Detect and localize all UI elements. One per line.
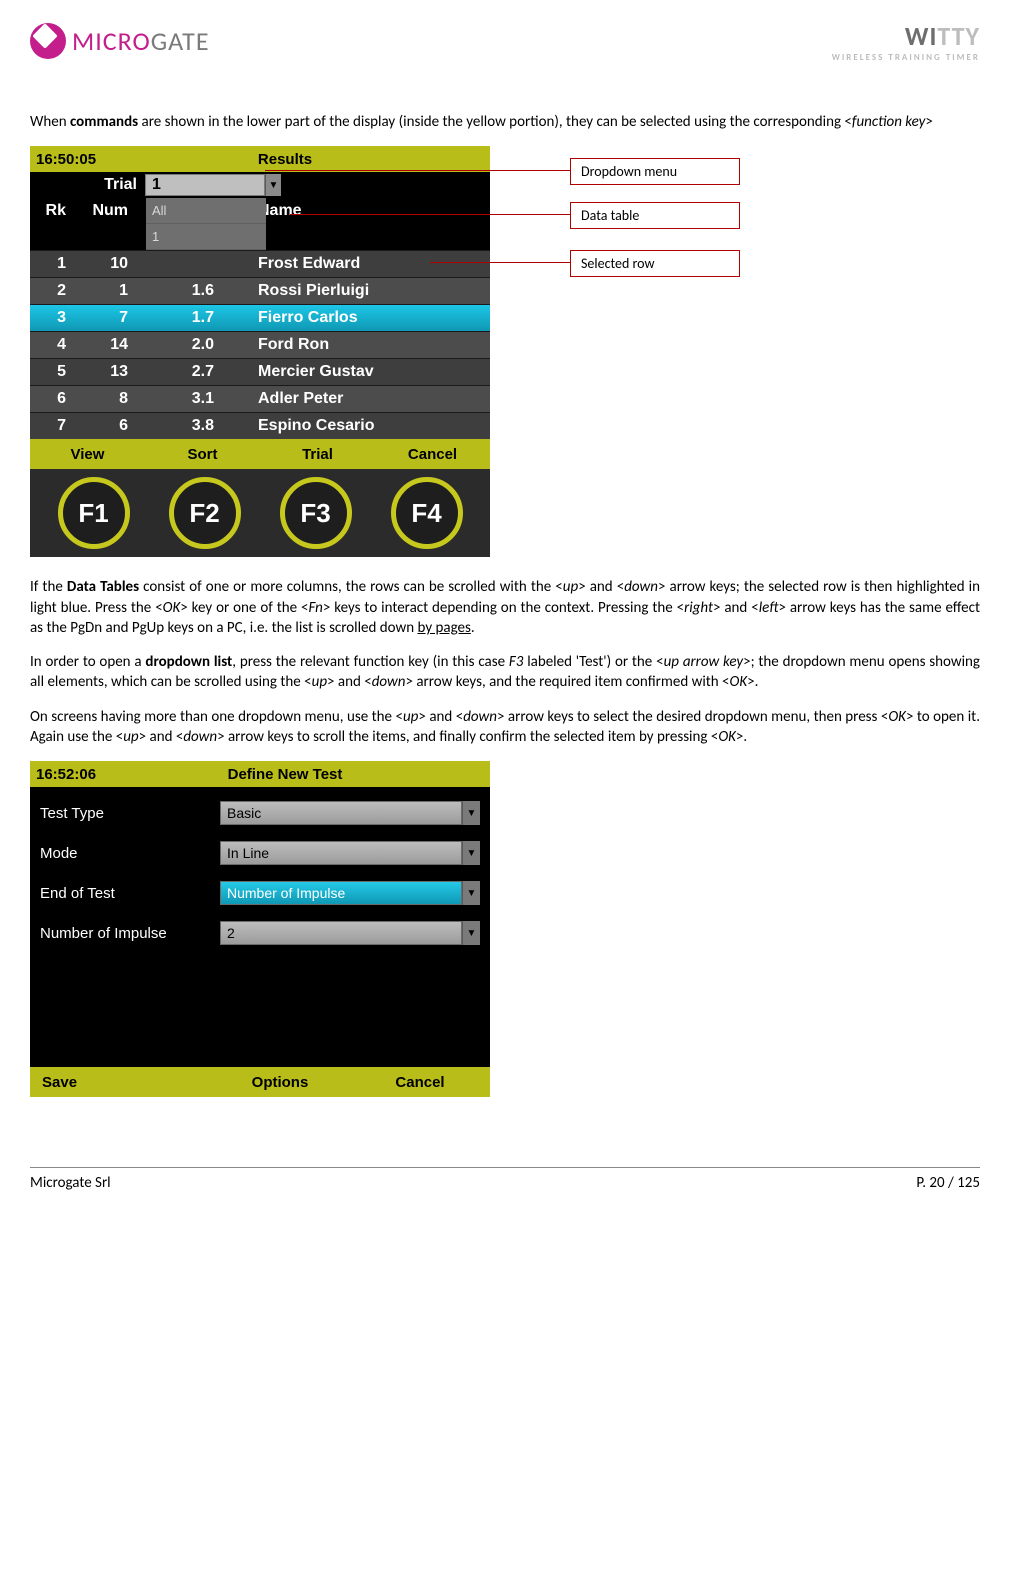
- logo-microgate: MICROGATE: [30, 21, 210, 61]
- data-table[interactable]: 110Frost Edward211.6Rossi Pierluigi371.7…: [30, 250, 490, 439]
- paragraph-multidropdown: On screens having more than one dropdown…: [30, 707, 980, 748]
- footer-page: P. 20 / 125: [916, 1174, 980, 1192]
- dropdown-option[interactable]: All: [146, 198, 266, 224]
- paragraph-dropdown: In order to open a dropdown list, press …: [30, 652, 980, 693]
- callout-datatable: Data table: [570, 202, 740, 229]
- intro-paragraph: When commands are shown in the lower par…: [30, 112, 980, 132]
- device-screen-results: 16:50:05 Results Trial 1 ▼ Rk Num Name A…: [30, 146, 490, 557]
- chevron-down-icon[interactable]: ▼: [265, 174, 281, 196]
- cmd-cancel[interactable]: Cancel: [350, 1074, 490, 1091]
- figure-results: 16:50:05 Results Trial 1 ▼ Rk Num Name A…: [30, 146, 980, 557]
- status-bar: 16:52:06 Define New Test: [30, 761, 490, 787]
- table-row[interactable]: 110Frost Edward: [30, 250, 490, 277]
- col-name: Name: [228, 202, 490, 220]
- microgate-text: MICROGATE: [72, 25, 210, 57]
- table-row[interactable]: 683.1Adler Peter: [30, 385, 490, 412]
- paragraph-datatables: If the Data Tables consist of one or mor…: [30, 577, 980, 638]
- form-label: End of Test: [40, 885, 220, 902]
- form-dropdown[interactable]: Number of Impulse: [220, 881, 462, 905]
- screen-title: Results: [146, 151, 424, 168]
- cmd-view[interactable]: View: [30, 446, 145, 463]
- witty-text: WITTY: [832, 20, 980, 52]
- dropdown-overlay: Rk Num Name All 1: [30, 198, 490, 250]
- chevron-down-icon[interactable]: ▼: [462, 881, 480, 905]
- chevron-down-icon[interactable]: ▼: [462, 841, 480, 865]
- fn-key-f3[interactable]: F3: [280, 477, 352, 549]
- p1-italic: function key: [852, 113, 926, 131]
- witty-tagline: WIRELESS TRAINING TIMER: [832, 52, 980, 63]
- p1-post: are shown in the lower part of the displ…: [138, 113, 852, 131]
- form-dropdown[interactable]: In Line: [220, 841, 462, 865]
- col-rk: Rk: [30, 202, 70, 220]
- callout-dropdown: Dropdown menu: [570, 158, 740, 185]
- form-label: Test Type: [40, 805, 220, 822]
- trial-label: Trial: [30, 176, 145, 194]
- fn-key-f2[interactable]: F2: [169, 477, 241, 549]
- callouts: Dropdown menu Data table Selected row: [490, 146, 750, 164]
- chevron-down-icon[interactable]: ▼: [462, 921, 480, 945]
- form-area: Test TypeBasic▼ModeIn Line▼End of TestNu…: [30, 787, 490, 1067]
- cmd-save[interactable]: Save: [30, 1074, 210, 1091]
- trial-value: 1: [152, 176, 161, 194]
- p1-pre: When: [30, 113, 70, 131]
- dropdown-option[interactable]: 1: [146, 224, 266, 250]
- logo-part-b: GATE: [151, 25, 210, 57]
- form-dropdown[interactable]: 2: [220, 921, 462, 945]
- form-row: Test TypeBasic▼: [40, 793, 480, 833]
- form-row: Number of Impulse2▼: [40, 913, 480, 953]
- trial-row: Trial 1 ▼: [30, 172, 490, 198]
- dropdown-options[interactable]: All 1: [146, 198, 266, 250]
- form-row: End of TestNumber of Impulse▼: [40, 873, 480, 913]
- table-row[interactable]: 5132.7Mercier Gustav: [30, 358, 490, 385]
- table-row[interactable]: 211.6Rossi Pierluigi: [30, 277, 490, 304]
- fn-key-f4[interactable]: F4: [391, 477, 463, 549]
- form-label: Number of Impulse: [40, 925, 220, 942]
- command-bar: ViewSortTrialCancel: [30, 439, 490, 469]
- form-dropdown[interactable]: Basic: [220, 801, 462, 825]
- clock: 16:52:06: [36, 766, 146, 783]
- form-label: Mode: [40, 845, 220, 862]
- table-row[interactable]: 4142.0Ford Ron: [30, 331, 490, 358]
- footer-company: Microgate Srl: [30, 1174, 111, 1192]
- clock: 16:50:05: [36, 151, 146, 168]
- device-screen-define: 16:52:06 Define New Test Test TypeBasic▼…: [30, 761, 490, 1097]
- table-row[interactable]: 763.8Espino Cesario: [30, 412, 490, 439]
- fn-key-f1[interactable]: F1: [58, 477, 130, 549]
- trial-dropdown[interactable]: 1: [145, 174, 265, 196]
- status-bar: 16:50:05 Results: [30, 146, 490, 172]
- cmd-sort[interactable]: Sort: [145, 446, 260, 463]
- cmd-options[interactable]: Options: [210, 1074, 350, 1091]
- table-row[interactable]: 371.7Fierro Carlos: [30, 304, 490, 331]
- callout-selectedrow: Selected row: [570, 250, 740, 277]
- page-footer: Microgate Srl P. 20 / 125: [30, 1167, 980, 1192]
- microgate-icon: [30, 23, 66, 59]
- cmd-trial[interactable]: Trial: [260, 446, 375, 463]
- command-bar: Save Options Cancel: [30, 1067, 490, 1097]
- p1-close: >: [925, 113, 932, 131]
- chevron-down-icon[interactable]: ▼: [462, 801, 480, 825]
- form-row: ModeIn Line▼: [40, 833, 480, 873]
- p1-bold: commands: [70, 113, 138, 131]
- cmd-cancel[interactable]: Cancel: [375, 446, 490, 463]
- page-header: MICROGATE WITTY WIRELESS TRAINING TIMER: [30, 20, 980, 72]
- screen-title: Define New Test: [146, 766, 424, 783]
- function-keys: F1 F2 F3 F4: [30, 469, 490, 557]
- logo-witty: WITTY WIRELESS TRAINING TIMER: [832, 20, 980, 63]
- logo-part-a: MICRO: [72, 25, 151, 57]
- col-num: Num: [70, 202, 132, 220]
